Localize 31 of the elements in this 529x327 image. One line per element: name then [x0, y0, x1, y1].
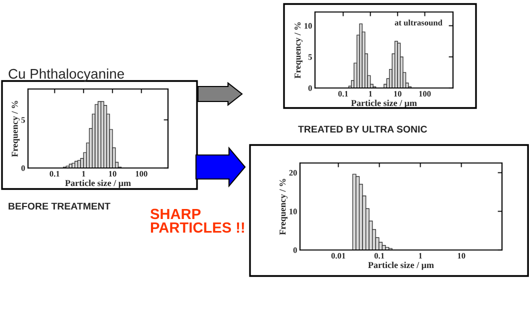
y-axis-title: Frequency / %: [280, 178, 288, 235]
x-tick-label: 1: [368, 91, 372, 97]
x-tick-label: 0.1: [338, 91, 348, 97]
x-axis-title: Particle size / μm: [351, 100, 417, 108]
x-tick-label: 10: [458, 253, 466, 259]
y-tick-label: 0: [21, 165, 25, 171]
x-tick-label: 1: [82, 171, 86, 177]
y-tick-label: 10: [304, 23, 312, 29]
text: TREATED BY ULTRA SONIC: [298, 126, 428, 133]
x-tick-label: 0.1: [50, 171, 60, 177]
x-tick-label: 100: [136, 171, 148, 177]
x-tick-label: 0.1: [374, 253, 384, 259]
x-tick-label: 10: [108, 171, 116, 177]
y-tick-label: 5: [21, 117, 25, 123]
y-tick-label: 5: [308, 54, 312, 60]
x-tick-label: 0.01: [331, 253, 346, 259]
y-axis-title: Frequency / %: [294, 22, 302, 78]
chart-title: Cu Phthalocyanine: [8, 68, 124, 82]
y-tick-label: 20: [289, 170, 297, 176]
y-tick-label: 0: [308, 85, 312, 91]
x-tick-label: 100: [419, 91, 431, 97]
x-tick-label: 10: [394, 91, 402, 97]
y-tick-label: 0: [293, 247, 297, 253]
y-tick-label: 10: [290, 208, 297, 214]
x-axis-title: Particle size / μm: [368, 262, 434, 270]
y-axis-title: Frequency / %: [12, 100, 20, 157]
annotation: at ultrasound: [394, 20, 442, 26]
text: BEFORE TREATMENT: [8, 202, 110, 210]
text: SHARP PARTICLES !!: [150, 208, 244, 233]
x-axis-title: Particle size / μm: [65, 180, 131, 188]
x-tick-label: 1: [418, 253, 422, 259]
